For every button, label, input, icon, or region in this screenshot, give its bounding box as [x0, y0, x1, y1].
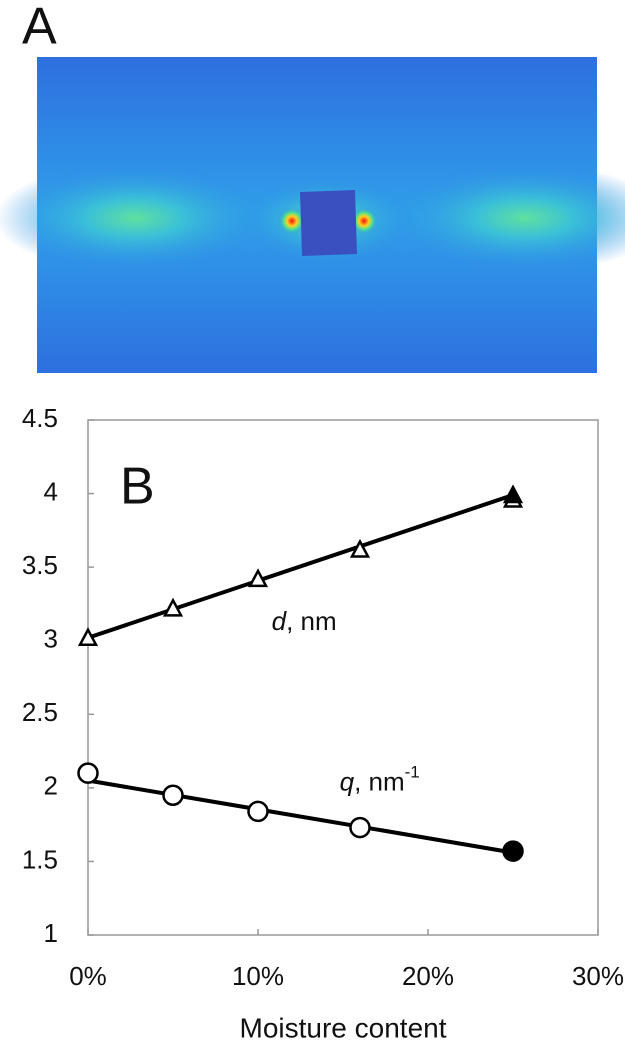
annotation-symbol: d — [272, 606, 288, 636]
x-axis-label: Moisture content — [240, 1012, 447, 1043]
x-tick-label: 0% — [69, 961, 107, 991]
annotation-unit: , nm — [286, 606, 337, 636]
x-tick-label: 20% — [402, 961, 454, 991]
y-tick-label: 2.5 — [22, 697, 58, 727]
annotation: q, nm-1 — [340, 763, 420, 796]
x-tick-label: 30% — [572, 961, 624, 991]
data-point — [349, 816, 371, 839]
peak — [350, 207, 378, 235]
fit-line — [87, 778, 514, 855]
scattering-image — [0, 57, 625, 373]
y-tick-label: 4.5 — [22, 403, 58, 433]
glow — [385, 163, 625, 273]
data-point — [349, 538, 371, 558]
data-point — [77, 762, 99, 784]
data-point — [247, 800, 269, 823]
y-tick-label: 2 — [44, 771, 58, 801]
data-point — [162, 784, 184, 806]
data-point — [247, 568, 269, 588]
beam-stop — [300, 190, 357, 256]
data-point — [77, 627, 99, 647]
annotation: d, nm — [272, 606, 337, 636]
data-point — [502, 484, 524, 504]
panel-label: B — [120, 458, 155, 516]
x-tick-label: 10% — [232, 961, 284, 991]
y-tick-label: 1.5 — [22, 844, 58, 874]
y-tick-label: 3.5 — [22, 550, 58, 580]
y-tick-label: 4 — [44, 476, 58, 506]
annotation-unit: , nm — [354, 766, 405, 796]
annotation-symbol: q — [340, 766, 355, 796]
peak — [278, 207, 306, 235]
data-point — [502, 840, 524, 862]
data-point — [162, 597, 184, 617]
annotation-superscript: -1 — [405, 763, 420, 782]
y-tick-label: 1 — [44, 918, 58, 948]
panel-label: A — [22, 0, 57, 56]
fit-line — [87, 493, 514, 640]
glow — [0, 163, 275, 273]
y-tick-label: 3 — [44, 624, 58, 654]
plot-frame — [87, 419, 599, 936]
